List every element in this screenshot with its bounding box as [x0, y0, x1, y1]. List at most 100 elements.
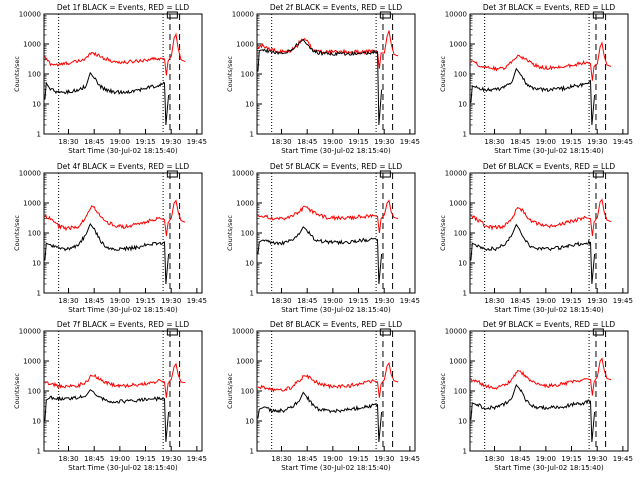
- attenuator-marker: [379, 11, 391, 19]
- y-tick-label: 10000: [232, 328, 254, 336]
- panel-det-6f: Det 6f BLACK = Events, RED = LLD 1 10 100 10…: [439, 162, 633, 314]
- y-tick-label: 100: [28, 71, 41, 79]
- x-tick-label: 19:30: [161, 138, 181, 146]
- events-rate-line: [257, 226, 383, 285]
- events-rate-line: [470, 67, 596, 126]
- y-axis-label: Counts/sec: [226, 215, 234, 251]
- plot-frame: [256, 330, 416, 452]
- y-tick-label: 1: [37, 290, 41, 298]
- y-tick-label: 100: [454, 230, 467, 238]
- x-tick-label: 19:15: [348, 455, 368, 463]
- y-tick-label: 10000: [445, 328, 467, 336]
- y-tick-label: 1000: [236, 41, 254, 49]
- x-tick-label: 19:45: [613, 455, 633, 463]
- x-tick-label: 19:45: [187, 297, 207, 305]
- x-axis-label: Start Time (30-Jul-02 18:15:40): [281, 147, 391, 155]
- attenuator-marker: [592, 328, 604, 336]
- y-axis-label: Counts/sec: [439, 373, 447, 409]
- x-tick-label: 18:30: [58, 455, 78, 463]
- y-tick-label: 100: [454, 388, 467, 396]
- x-tick-label: 18:45: [510, 138, 530, 146]
- y-tick-label: 1: [250, 448, 254, 456]
- panel-det-3f: Det 3f BLACK = Events, RED = LLD 1 10 100 10…: [439, 3, 633, 155]
- events-rate-line: [44, 223, 170, 285]
- x-tick-label: 19:00: [323, 138, 343, 146]
- y-tick-label: 100: [454, 71, 467, 79]
- y-tick-label: 100: [28, 388, 41, 396]
- y-tick-label: 10: [458, 418, 467, 426]
- panel-det-4f: Det 4f BLACK = Events, RED = LLD 1 10 100 10…: [13, 162, 207, 314]
- panel-title: Det 5f BLACK = Events, RED = LLD: [270, 162, 403, 171]
- x-axis-label: Start Time (30-Jul-02 18:15:40): [68, 147, 178, 155]
- events-rate-line: [470, 383, 596, 443]
- x-tick-label: 18:30: [271, 138, 291, 146]
- plot-frame: [256, 172, 416, 294]
- x-tick-label: 18:45: [84, 138, 104, 146]
- x-tick-label: 19:30: [587, 297, 607, 305]
- attenuator-marker: [379, 328, 391, 336]
- y-tick-label: 1000: [236, 358, 254, 366]
- attenuator-marker: [166, 328, 178, 336]
- x-tick-label: 18:30: [484, 138, 504, 146]
- x-tick-label: 19:15: [135, 297, 155, 305]
- y-axis-label: Counts/sec: [13, 215, 21, 251]
- y-tick-label: 1000: [449, 41, 467, 49]
- plot-frame: [256, 13, 416, 135]
- x-axis-label: Start Time (30-Jul-02 18:15:40): [494, 464, 604, 472]
- x-tick-label: 19:30: [374, 297, 394, 305]
- attenuator-marker: [166, 170, 178, 178]
- x-tick-label: 18:45: [297, 455, 317, 463]
- x-tick-label: 18:45: [84, 455, 104, 463]
- panel-title: Det 4f BLACK = Events, RED = LLD: [57, 162, 190, 171]
- plot-frame: [469, 172, 629, 294]
- x-tick-label: 19:30: [587, 138, 607, 146]
- y-tick-label: 10: [32, 260, 41, 268]
- y-axis-label: Counts/sec: [13, 56, 21, 92]
- y-tick-label: 1000: [23, 200, 41, 208]
- x-tick-label: 19:30: [587, 455, 607, 463]
- plot-frame: [469, 13, 629, 135]
- lld-rate-line: [470, 41, 612, 81]
- y-tick-label: 10: [458, 101, 467, 109]
- plot-frame: [43, 13, 203, 135]
- y-tick-label: 1: [463, 131, 467, 139]
- y-tick-label: 10: [458, 260, 467, 268]
- x-tick-label: 19:15: [135, 138, 155, 146]
- y-tick-label: 1: [463, 448, 467, 456]
- y-tick-label: 10000: [445, 11, 467, 19]
- x-axis-label: Start Time (30-Jul-02 18:15:40): [281, 464, 391, 472]
- x-tick-label: 19:30: [161, 455, 181, 463]
- x-tick-label: 19:15: [561, 297, 581, 305]
- y-tick-label: 10: [245, 260, 254, 268]
- lld-rate-line: [470, 357, 612, 396]
- y-tick-label: 100: [28, 230, 41, 238]
- x-axis-label: Start Time (30-Jul-02 18:15:40): [281, 306, 391, 314]
- x-axis-label: Start Time (30-Jul-02 18:15:40): [68, 306, 178, 314]
- y-tick-label: 100: [241, 71, 254, 79]
- events-rate-line: [470, 223, 596, 285]
- x-axis-label: Start Time (30-Jul-02 18:15:40): [68, 464, 178, 472]
- lld-rate-line: [257, 361, 399, 398]
- x-tick-label: 19:15: [561, 138, 581, 146]
- x-tick-label: 18:30: [58, 297, 78, 305]
- x-tick-label: 18:45: [297, 138, 317, 146]
- x-tick-label: 18:45: [297, 297, 317, 305]
- x-tick-label: 19:45: [613, 297, 633, 305]
- panel-det-7f: Det 7f BLACK = Events, RED = LLD 1 10 100 10…: [13, 320, 207, 472]
- events-rate-line: [257, 391, 383, 443]
- x-tick-label: 19:15: [348, 297, 368, 305]
- y-tick-label: 1000: [23, 41, 41, 49]
- y-tick-label: 10: [32, 418, 41, 426]
- x-tick-label: 19:15: [561, 455, 581, 463]
- x-tick-label: 18:30: [58, 138, 78, 146]
- events-rate-line: [44, 71, 170, 126]
- x-tick-label: 19:45: [613, 138, 633, 146]
- x-tick-label: 19:00: [536, 455, 556, 463]
- y-tick-label: 10000: [445, 170, 467, 178]
- lld-rate-line: [470, 198, 612, 236]
- panel-title: Det 9f BLACK = Events, RED = LLD: [483, 320, 616, 329]
- attenuator-marker: [166, 11, 178, 19]
- y-tick-label: 1: [250, 290, 254, 298]
- y-tick-label: 1: [250, 131, 254, 139]
